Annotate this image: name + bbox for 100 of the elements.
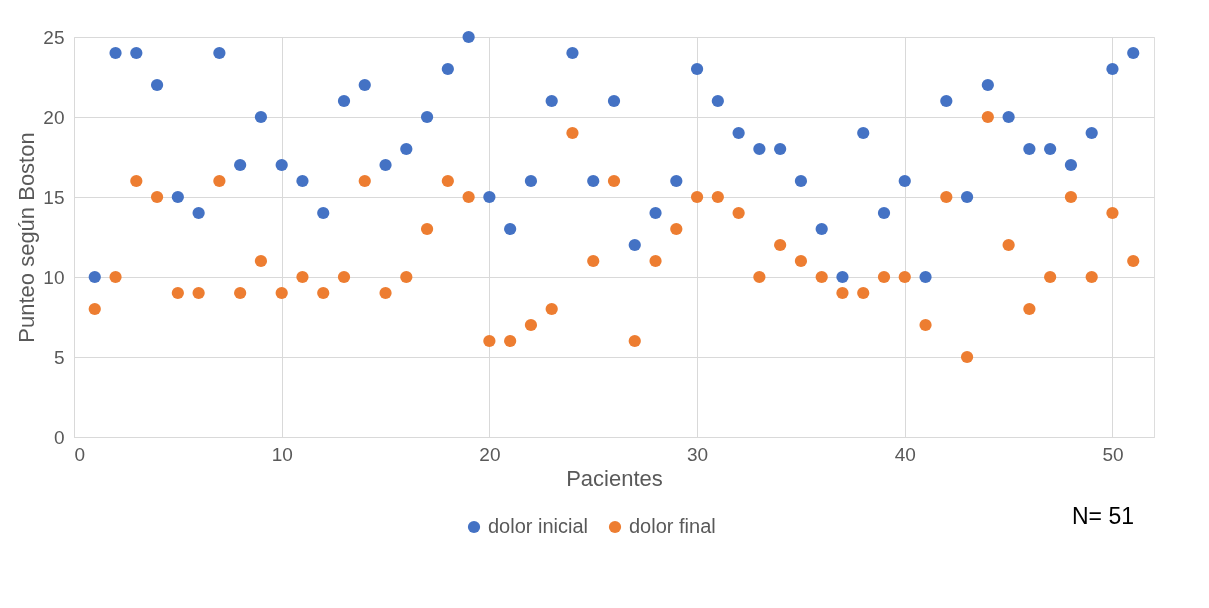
point: [462, 190, 475, 204]
y-tick-label: 0: [53, 426, 65, 448]
point: [504, 334, 517, 348]
point: [171, 286, 184, 300]
point: [192, 206, 205, 220]
x-tick-label: 40: [894, 443, 916, 465]
point: [1044, 142, 1057, 156]
y-tick-label: 20: [43, 106, 65, 128]
point: [275, 158, 288, 172]
point: [981, 78, 994, 92]
point: [213, 174, 226, 188]
point: [296, 270, 309, 284]
point: [109, 46, 122, 60]
point: [379, 158, 392, 172]
point: [545, 302, 558, 316]
point: [566, 126, 579, 140]
point: [566, 46, 579, 60]
point: [213, 46, 226, 60]
point: [296, 174, 309, 188]
point: [420, 222, 434, 236]
point: [400, 270, 413, 284]
point: [690, 62, 704, 76]
point: [1127, 254, 1140, 268]
point: [150, 190, 164, 204]
point: [670, 222, 683, 236]
point: [898, 174, 911, 188]
point: [545, 94, 558, 108]
point: [732, 206, 745, 220]
legend-label: dolor inicial: [488, 515, 589, 537]
point: [88, 302, 101, 316]
point: [960, 190, 974, 204]
point: [649, 254, 662, 268]
point: [753, 142, 766, 156]
point: [857, 126, 870, 140]
point: [940, 94, 953, 108]
point: [628, 238, 641, 252]
point: [1085, 126, 1098, 140]
point: [1044, 270, 1057, 284]
point: [607, 94, 621, 108]
point: [441, 174, 454, 188]
x-tick-label: 30: [687, 443, 709, 465]
point: [171, 190, 184, 204]
point: [732, 126, 745, 140]
point: [711, 190, 724, 204]
point: [1085, 270, 1098, 284]
point: [1002, 238, 1015, 252]
x-tick-label: 20: [479, 443, 501, 465]
point: [919, 270, 932, 284]
point: [753, 270, 766, 284]
point: [587, 254, 600, 268]
point: [836, 270, 849, 284]
point: [400, 142, 413, 156]
point: [192, 286, 205, 300]
point: [420, 110, 434, 124]
point: [774, 142, 787, 156]
point: [815, 222, 828, 236]
point: [836, 286, 849, 300]
point: [711, 94, 724, 108]
point: [1127, 46, 1140, 60]
point: [524, 318, 538, 332]
y-tick-label: 15: [43, 186, 65, 208]
point: [337, 94, 351, 108]
point: [690, 190, 704, 204]
point: [524, 174, 538, 188]
point: [794, 174, 808, 188]
y-axis-title: Punteo según Boston: [14, 132, 40, 343]
point: [794, 254, 808, 268]
x-tick-label: 0: [74, 443, 86, 465]
point: [130, 174, 143, 188]
y-tick-label: 5: [53, 346, 65, 368]
point: [587, 174, 600, 188]
point: [607, 174, 621, 188]
point: [317, 206, 330, 220]
x-axis-title: Pacientes: [566, 465, 663, 491]
point: [88, 270, 101, 284]
point: [981, 110, 994, 124]
point: [130, 46, 143, 60]
point: [877, 206, 891, 220]
point: [254, 110, 268, 124]
point: [1106, 206, 1119, 220]
point: [960, 350, 974, 364]
point: [940, 190, 953, 204]
point: [1023, 302, 1036, 316]
point: [815, 270, 828, 284]
y-tick-label: 10: [43, 266, 65, 288]
point: [150, 78, 164, 92]
point: [379, 286, 392, 300]
point: [649, 206, 662, 220]
point: [109, 270, 122, 284]
point: [670, 174, 683, 188]
point: [441, 62, 454, 76]
point: [337, 270, 351, 284]
point: [857, 286, 870, 300]
point: [234, 286, 247, 300]
x-tick-label: 10: [271, 443, 293, 465]
point: [774, 238, 787, 252]
point: [1002, 110, 1015, 124]
point: [275, 286, 288, 300]
point: [1023, 142, 1036, 156]
y-tick-label: 25: [43, 26, 65, 48]
